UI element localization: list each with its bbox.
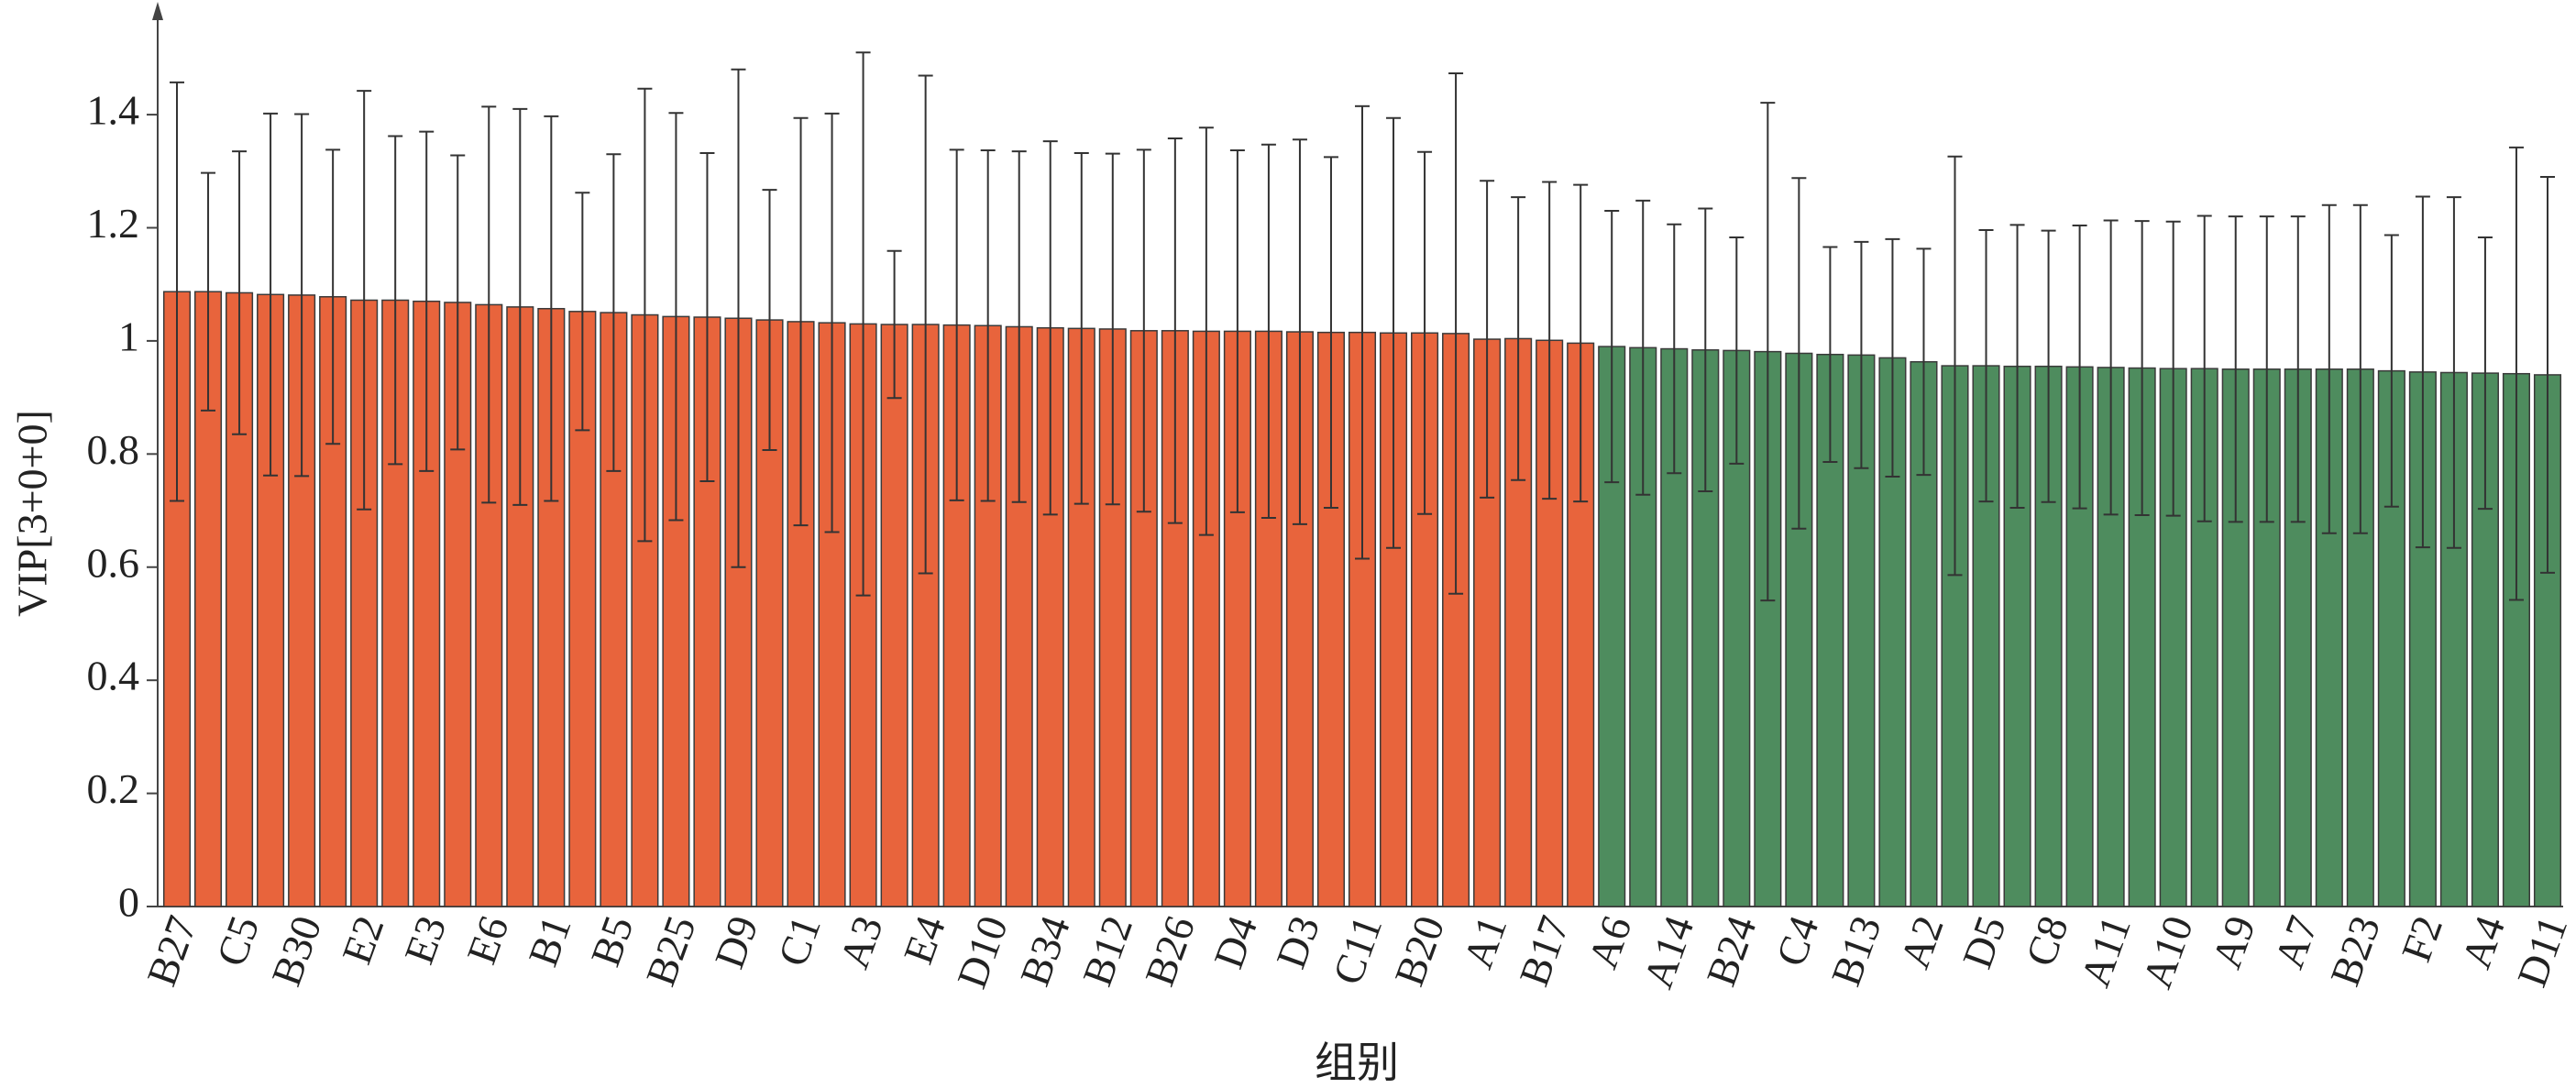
y-tick-label: 1 [118, 313, 139, 359]
x-tick-label: F2 [2393, 910, 2452, 968]
bar [2065, 366, 2094, 907]
bar [350, 299, 379, 907]
bar [1348, 331, 1377, 907]
x-tick-label: B30 [262, 910, 330, 993]
x-tick-label: A7 [2265, 910, 2327, 974]
x-axis-title: 组别 [1315, 1039, 1399, 1086]
x-tick-label: B24 [1697, 910, 1765, 993]
y-tick-label: 1.2 [87, 200, 140, 247]
x-tick-label: D5 [1954, 910, 2015, 974]
bar [2502, 372, 2531, 907]
x-tick-label: A2 [1891, 910, 1953, 974]
y-axis-arrow [152, 2, 163, 20]
x-tick-label: E3 [395, 910, 455, 970]
x-tick-label: D10 [948, 910, 1017, 995]
x-tick-label: D9 [706, 910, 767, 974]
bar [880, 324, 908, 907]
x-tick-label: C11 [1324, 910, 1392, 991]
x-tick-label: D3 [1267, 910, 1328, 974]
bar [787, 321, 815, 907]
x-tick-label: B25 [637, 910, 705, 993]
y-tick-label: 0.4 [87, 653, 140, 699]
x-tick-label: A6 [1579, 910, 1640, 974]
x-tick-label: E2 [333, 910, 392, 970]
y-axis-title: VIP[3+0+0] [9, 410, 56, 617]
bar [2533, 374, 2562, 907]
x-tick-label: A1 [1454, 910, 1515, 974]
x-tick-label: A11 [2072, 910, 2140, 993]
x-tick-label: B20 [1385, 910, 1453, 993]
x-tick-label: E4 [895, 910, 954, 970]
x-tick-label: C5 [207, 910, 268, 973]
x-tick-label: B26 [1136, 910, 1204, 993]
x-tick-label: A10 [2133, 910, 2202, 995]
bar [226, 291, 254, 907]
x-tick-label: E6 [457, 910, 517, 970]
x-tick-label: B5 [581, 910, 642, 973]
x-tick-label: B12 [1073, 910, 1141, 993]
x-tick-label: D11 [2508, 910, 2576, 993]
x-tick-label: B17 [1510, 910, 1578, 993]
x-tick-label: A9 [2203, 910, 2264, 974]
x-tick-label: A3 [831, 910, 892, 974]
x-tick-label: C8 [2017, 910, 2077, 973]
x-tick-label: B1 [519, 910, 579, 973]
x-tick-label: B23 [2321, 910, 2389, 993]
x-tick-label: C4 [1767, 910, 1827, 973]
x-tick-label: A14 [1635, 910, 1703, 995]
y-tick-label: 0 [118, 879, 139, 926]
x-tick-label: B27 [138, 910, 205, 993]
y-tick-label: 0.2 [87, 765, 140, 812]
bar [193, 291, 223, 907]
y-tick-label: 1.4 [87, 87, 140, 134]
x-tick-label: C1 [769, 910, 830, 973]
y-tick-label: 0.6 [87, 539, 140, 586]
x-tick-label: B13 [1822, 910, 1890, 993]
x-tick-label: B34 [1011, 910, 1079, 993]
y-tick-label: 0.8 [87, 426, 140, 473]
x-tick-label: D4 [1205, 910, 1266, 974]
bar [911, 324, 940, 907]
bar [1567, 342, 1595, 907]
x-tick-label: A4 [2452, 910, 2514, 974]
